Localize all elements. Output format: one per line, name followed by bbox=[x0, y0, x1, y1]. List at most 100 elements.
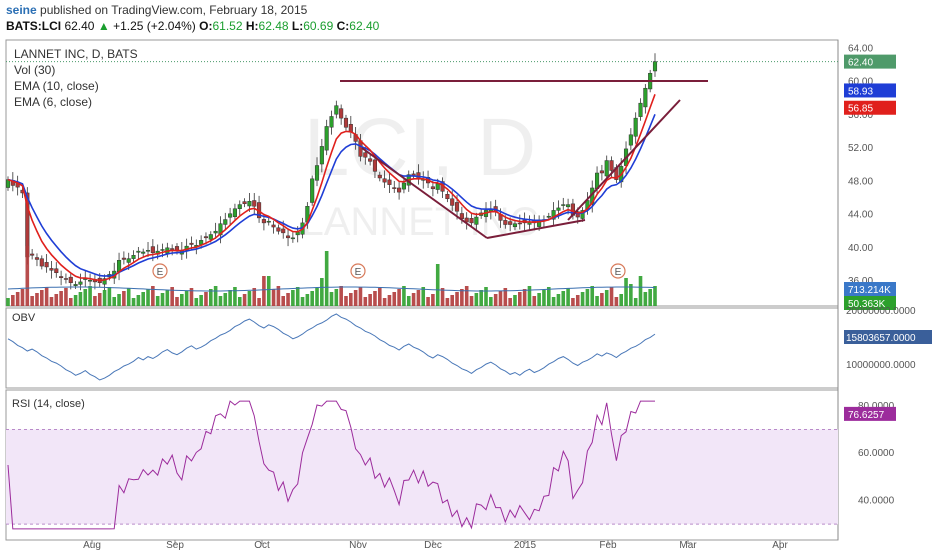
volume-bar bbox=[54, 294, 59, 306]
volume-bar bbox=[242, 294, 247, 306]
candle bbox=[117, 252, 122, 281]
volume-bar bbox=[39, 290, 44, 306]
volume-bar bbox=[571, 298, 575, 306]
candle-body bbox=[281, 228, 286, 234]
volume-bar bbox=[247, 291, 252, 306]
candle bbox=[343, 114, 349, 131]
ema6-line bbox=[7, 94, 656, 282]
candle bbox=[34, 253, 40, 267]
candle-body bbox=[131, 255, 136, 259]
legend-title[interactable]: LANNET INC, D, BATS bbox=[14, 47, 138, 61]
candle-body bbox=[136, 250, 141, 253]
volume-bar bbox=[638, 276, 643, 306]
volume-bar bbox=[262, 276, 266, 306]
volume-bar bbox=[474, 293, 479, 306]
volume-bar bbox=[653, 286, 657, 306]
ema6-tag: 56.85 bbox=[848, 104, 873, 115]
volume-bar bbox=[426, 297, 430, 306]
rsi-tick-label: 60.0000 bbox=[858, 448, 895, 459]
volume-bar bbox=[170, 287, 174, 306]
x-tick-label: Mar bbox=[679, 540, 697, 550]
candle bbox=[652, 53, 658, 77]
volume-bar bbox=[204, 292, 208, 306]
volume-bar bbox=[271, 289, 276, 306]
candle-body bbox=[141, 251, 146, 254]
rsi-tick-label: 40.0000 bbox=[858, 496, 895, 507]
symbol: BATS:LCI bbox=[6, 19, 62, 33]
candle bbox=[73, 281, 78, 290]
legend-ema10[interactable]: EMA (10, close) bbox=[14, 79, 99, 93]
price-change: +1.25 (+2.04%) bbox=[113, 19, 196, 33]
x-tick-label: Feb bbox=[599, 540, 617, 550]
legend-ema6[interactable]: EMA (6, close) bbox=[14, 95, 93, 109]
volume-bar bbox=[102, 290, 107, 306]
candle bbox=[604, 155, 609, 181]
candle-body bbox=[68, 276, 73, 283]
candle bbox=[121, 251, 126, 265]
volume-bar bbox=[566, 288, 570, 306]
candle bbox=[551, 202, 556, 226]
candle-body bbox=[556, 207, 561, 211]
volume-bar bbox=[344, 296, 348, 306]
volume-bar bbox=[546, 287, 551, 306]
candle-body bbox=[232, 208, 237, 217]
volume-bar bbox=[233, 287, 237, 306]
candle bbox=[329, 110, 334, 135]
volume-bar bbox=[11, 295, 15, 306]
volume-bar bbox=[479, 290, 483, 306]
candle bbox=[469, 213, 474, 228]
candle-body bbox=[435, 183, 440, 190]
obv-tag-bg bbox=[844, 330, 932, 344]
volume-bar bbox=[165, 290, 170, 306]
price-tick-label: 44.00 bbox=[848, 210, 873, 221]
rsi-tag: 76.6257 bbox=[848, 410, 885, 421]
candle-body bbox=[397, 187, 402, 193]
rsi-label[interactable]: RSI (14, close) bbox=[12, 398, 85, 410]
candle-body bbox=[382, 178, 387, 183]
high-value: 62.48 bbox=[258, 19, 289, 33]
volume-bar bbox=[411, 293, 416, 306]
volume-bar bbox=[493, 294, 498, 306]
candle-body bbox=[551, 210, 556, 220]
candle bbox=[382, 170, 387, 188]
obv-label[interactable]: OBV bbox=[12, 312, 36, 324]
volume-bar bbox=[199, 295, 203, 306]
earnings-marker-label: E bbox=[355, 267, 362, 278]
candle-body bbox=[88, 279, 93, 282]
candle-body bbox=[213, 230, 218, 234]
volume-bar bbox=[561, 291, 566, 306]
candle-body bbox=[49, 268, 54, 271]
last-price-tag: 62.40 bbox=[848, 58, 873, 69]
volume-bar bbox=[117, 294, 121, 306]
volume-tag: 713.214K bbox=[848, 285, 891, 296]
author-link[interactable]: seine bbox=[6, 3, 37, 17]
volume-bar bbox=[604, 290, 609, 306]
candle-body bbox=[392, 187, 397, 189]
volume-bar bbox=[184, 291, 189, 306]
volume-bar bbox=[600, 293, 604, 306]
candle bbox=[372, 155, 378, 178]
candle-body bbox=[343, 117, 349, 128]
volume-bar bbox=[286, 293, 290, 306]
last-price-tag-bg bbox=[844, 54, 896, 69]
volume-bar bbox=[349, 293, 353, 306]
candle bbox=[464, 212, 469, 230]
candle-body bbox=[30, 253, 35, 256]
candle-body bbox=[604, 160, 609, 177]
price-tick-label: 36.00 bbox=[848, 276, 873, 287]
volume-bar bbox=[122, 291, 126, 306]
candle bbox=[59, 270, 64, 286]
volume-bar bbox=[633, 298, 638, 306]
candle-body bbox=[126, 258, 131, 263]
volume-bar bbox=[276, 286, 281, 306]
volume-bar bbox=[300, 297, 305, 306]
candle-body bbox=[454, 202, 460, 212]
candle-body bbox=[566, 204, 571, 208]
candle-body bbox=[34, 257, 40, 260]
candle bbox=[290, 231, 295, 243]
candle-body bbox=[314, 165, 320, 181]
volume-bar bbox=[64, 288, 68, 306]
candle-body bbox=[310, 178, 315, 203]
x-tick-label: 2015 bbox=[514, 540, 537, 550]
legend-vol[interactable]: Vol (30) bbox=[14, 63, 56, 77]
